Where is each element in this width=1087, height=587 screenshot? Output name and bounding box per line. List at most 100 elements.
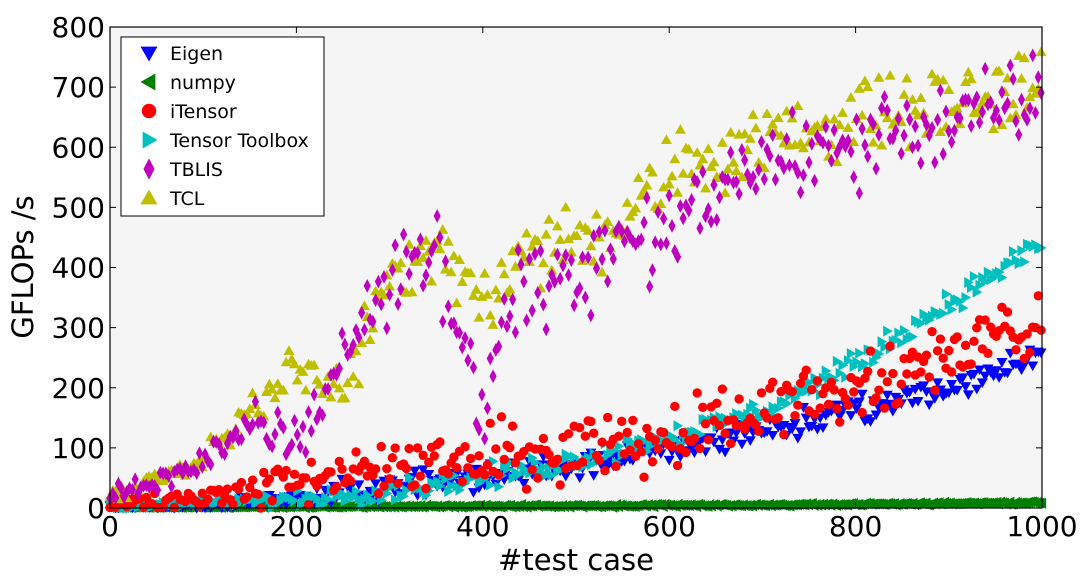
data-point bbox=[726, 438, 736, 449]
data-point bbox=[268, 439, 276, 454]
data-point bbox=[245, 482, 255, 493]
data-point bbox=[815, 403, 825, 413]
data-point bbox=[551, 220, 563, 231]
x-tick-label: 400 bbox=[456, 510, 509, 543]
data-point bbox=[877, 368, 887, 378]
data-point bbox=[405, 267, 413, 281]
data-point bbox=[232, 424, 240, 438]
data-point bbox=[651, 235, 659, 250]
data-point bbox=[885, 341, 895, 351]
data-point bbox=[835, 367, 846, 379]
data-point bbox=[342, 377, 354, 387]
data-point bbox=[788, 105, 796, 119]
data-point bbox=[297, 366, 309, 376]
data-point bbox=[748, 398, 759, 410]
data-point bbox=[995, 266, 1005, 278]
data-point bbox=[1010, 109, 1022, 119]
data-point bbox=[674, 124, 686, 134]
y-tick-label: 400 bbox=[52, 252, 105, 285]
data-point bbox=[789, 419, 801, 429]
data-point bbox=[1035, 348, 1047, 359]
data-point bbox=[640, 215, 648, 230]
data-point bbox=[1020, 256, 1030, 268]
data-point bbox=[487, 319, 499, 329]
data-point bbox=[832, 403, 842, 414]
data-point bbox=[433, 475, 443, 487]
data-point bbox=[594, 455, 604, 466]
data-point bbox=[337, 464, 347, 474]
data-point bbox=[597, 437, 607, 447]
data-point bbox=[441, 473, 452, 485]
data-point bbox=[606, 242, 615, 257]
data-point bbox=[436, 230, 444, 245]
data-point bbox=[299, 419, 307, 434]
data-point bbox=[486, 351, 494, 366]
data-point bbox=[533, 473, 543, 483]
data-point bbox=[525, 252, 533, 266]
data-point bbox=[509, 261, 521, 271]
legend-box bbox=[120, 36, 325, 217]
data-point bbox=[679, 211, 687, 226]
data-point bbox=[374, 274, 382, 289]
data-point bbox=[735, 186, 743, 201]
data-point bbox=[846, 348, 857, 360]
data-point bbox=[845, 92, 857, 102]
data-point bbox=[746, 175, 754, 190]
data-point bbox=[939, 147, 947, 161]
data-point bbox=[849, 387, 859, 397]
data-point bbox=[865, 417, 877, 427]
data-point bbox=[514, 243, 522, 257]
data-point bbox=[693, 175, 701, 189]
data-point bbox=[700, 182, 712, 193]
data-point bbox=[556, 464, 566, 476]
data-point bbox=[527, 465, 537, 475]
data-point bbox=[457, 476, 467, 487]
data-point bbox=[540, 228, 552, 239]
data-point bbox=[950, 123, 958, 138]
data-point bbox=[467, 290, 479, 300]
data-point bbox=[657, 237, 665, 252]
data-point bbox=[517, 257, 525, 272]
data-point bbox=[730, 165, 742, 176]
data-point bbox=[906, 94, 918, 104]
data-point bbox=[588, 471, 600, 481]
data-point bbox=[404, 443, 414, 454]
data-point bbox=[879, 403, 890, 413]
data-point bbox=[503, 319, 511, 334]
data-point bbox=[1015, 127, 1023, 142]
data-point bbox=[678, 428, 688, 438]
data-point bbox=[445, 266, 457, 277]
data-point bbox=[528, 303, 536, 318]
series-tblis bbox=[106, 48, 1045, 506]
legend-label: iTensor bbox=[170, 101, 237, 123]
data-point bbox=[911, 119, 919, 134]
data-point bbox=[779, 429, 789, 440]
data-point bbox=[493, 470, 504, 480]
data-point bbox=[548, 268, 556, 282]
data-point bbox=[373, 488, 384, 499]
data-point bbox=[715, 190, 724, 205]
data-point bbox=[456, 276, 468, 286]
data-point bbox=[1017, 245, 1027, 257]
data-point bbox=[929, 394, 941, 404]
data-point bbox=[665, 188, 673, 203]
data-point bbox=[894, 111, 903, 126]
data-point bbox=[647, 457, 658, 467]
data-point bbox=[422, 268, 430, 283]
data-point bbox=[734, 394, 744, 404]
data-point bbox=[992, 103, 1000, 118]
data-point bbox=[674, 250, 682, 264]
data-point bbox=[384, 280, 396, 291]
data-point bbox=[490, 284, 502, 295]
data-point bbox=[719, 447, 731, 458]
data-point bbox=[440, 263, 452, 274]
data-point bbox=[896, 379, 906, 389]
data-point bbox=[673, 420, 684, 432]
data-point bbox=[351, 485, 362, 497]
data-point bbox=[915, 92, 927, 102]
data-point bbox=[153, 483, 162, 498]
data-point bbox=[353, 378, 365, 389]
data-point bbox=[819, 135, 827, 150]
data-point bbox=[634, 234, 643, 248]
data-point bbox=[377, 297, 385, 312]
